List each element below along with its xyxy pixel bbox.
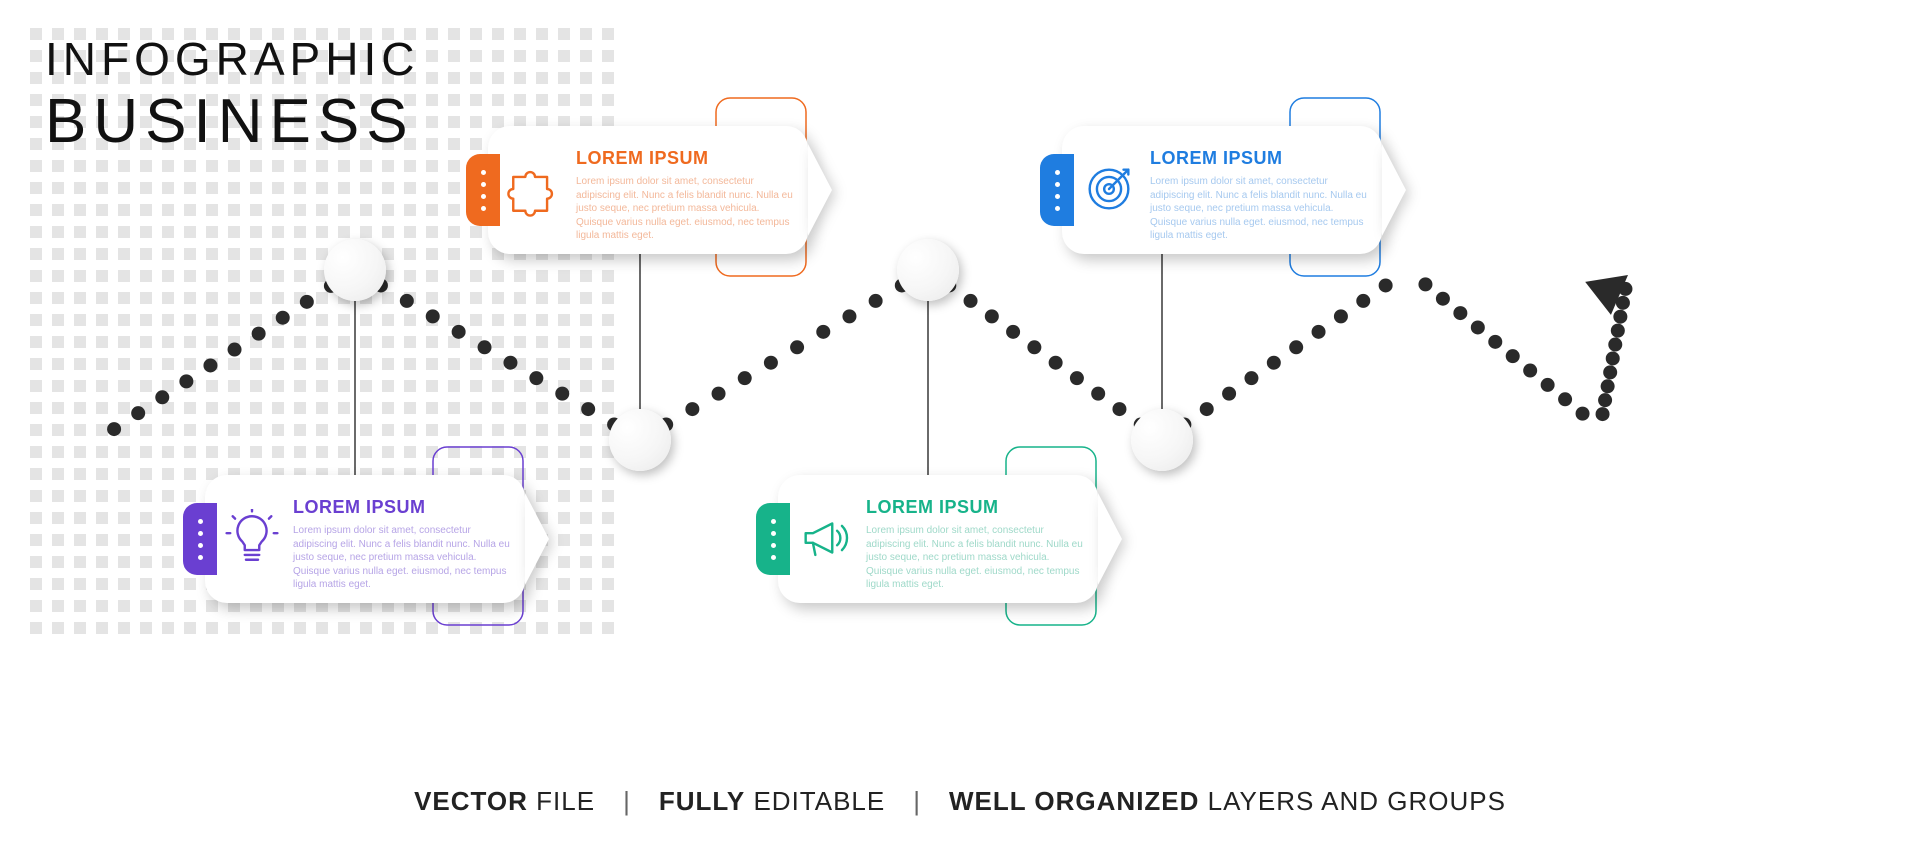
- card-tab: [466, 154, 500, 226]
- target-icon: [1080, 160, 1138, 218]
- card-arrow-cap: [525, 493, 549, 585]
- card-tab: [183, 503, 217, 575]
- diagram-layer: [0, 0, 1920, 845]
- card-body: Lorem ipsum dolor sit amet, consectetur …: [1150, 175, 1370, 243]
- card-arrow-cap: [1382, 144, 1406, 236]
- card-text: LOREM IPSUM Lorem ipsum dolor sit amet, c…: [293, 497, 513, 592]
- megaphone-icon: [796, 509, 854, 567]
- timeline-node: [609, 409, 671, 471]
- puzzle-icon: [506, 160, 564, 218]
- info-card-purple: LOREM IPSUM Lorem ipsum dolor sit amet, c…: [205, 475, 525, 603]
- timeline-node: [324, 239, 386, 301]
- card-text: LOREM IPSUM Lorem ipsum dolor sit amet, c…: [1150, 148, 1370, 243]
- info-card-orange: LOREM IPSUM Lorem ipsum dolor sit amet, c…: [488, 126, 808, 254]
- card-body: Lorem ipsum dolor sit amet, consectetur …: [866, 524, 1086, 592]
- card-arrow-cap: [1098, 493, 1122, 585]
- card-title: LOREM IPSUM: [293, 497, 513, 518]
- footer-text: VECTOR FILE|FULLY EDITABLE|WELL ORGANIZE…: [0, 786, 1920, 817]
- info-card-blue: LOREM IPSUM Lorem ipsum dolor sit amet, c…: [1062, 126, 1382, 254]
- card-arrow-cap: [808, 144, 832, 236]
- card-title: LOREM IPSUM: [576, 148, 796, 169]
- card-tab: [1040, 154, 1074, 226]
- card-text: LOREM IPSUM Lorem ipsum dolor sit amet, c…: [576, 148, 796, 243]
- card-body: Lorem ipsum dolor sit amet, consectetur …: [576, 175, 796, 243]
- card-body: Lorem ipsum dolor sit amet, consectetur …: [293, 524, 513, 592]
- timeline-node: [1131, 409, 1193, 471]
- info-card-green: LOREM IPSUM Lorem ipsum dolor sit amet, c…: [778, 475, 1098, 603]
- card-text: LOREM IPSUM Lorem ipsum dolor sit amet, c…: [866, 497, 1086, 592]
- lightbulb-icon: [223, 509, 281, 567]
- card-tab: [756, 503, 790, 575]
- card-title: LOREM IPSUM: [866, 497, 1086, 518]
- timeline-node: [897, 239, 959, 301]
- card-title: LOREM IPSUM: [1150, 148, 1370, 169]
